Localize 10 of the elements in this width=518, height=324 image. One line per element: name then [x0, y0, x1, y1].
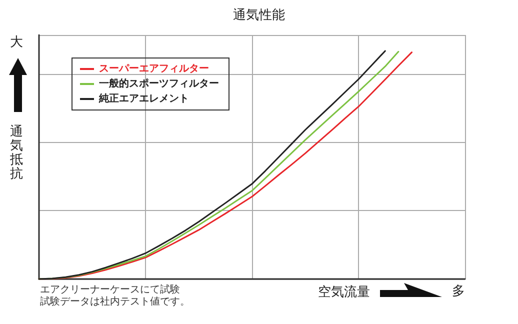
text: エアクリーナーケースにて試験	[40, 284, 180, 296]
legend-label: 純正エアエレメント	[98, 92, 189, 104]
text: 大	[10, 35, 23, 50]
text: 試験データは社内テスト値です。	[40, 296, 190, 308]
y-axis-title: 通気抵抗	[9, 124, 23, 182]
x-axis-title: 空気流量	[318, 284, 370, 300]
chart-title: 通気性能	[233, 8, 285, 23]
text: 多	[452, 284, 465, 299]
legend-label: 一般的スポーツフィルター	[99, 78, 219, 90]
legend-label: スーパーエアフィルター	[99, 64, 209, 74]
